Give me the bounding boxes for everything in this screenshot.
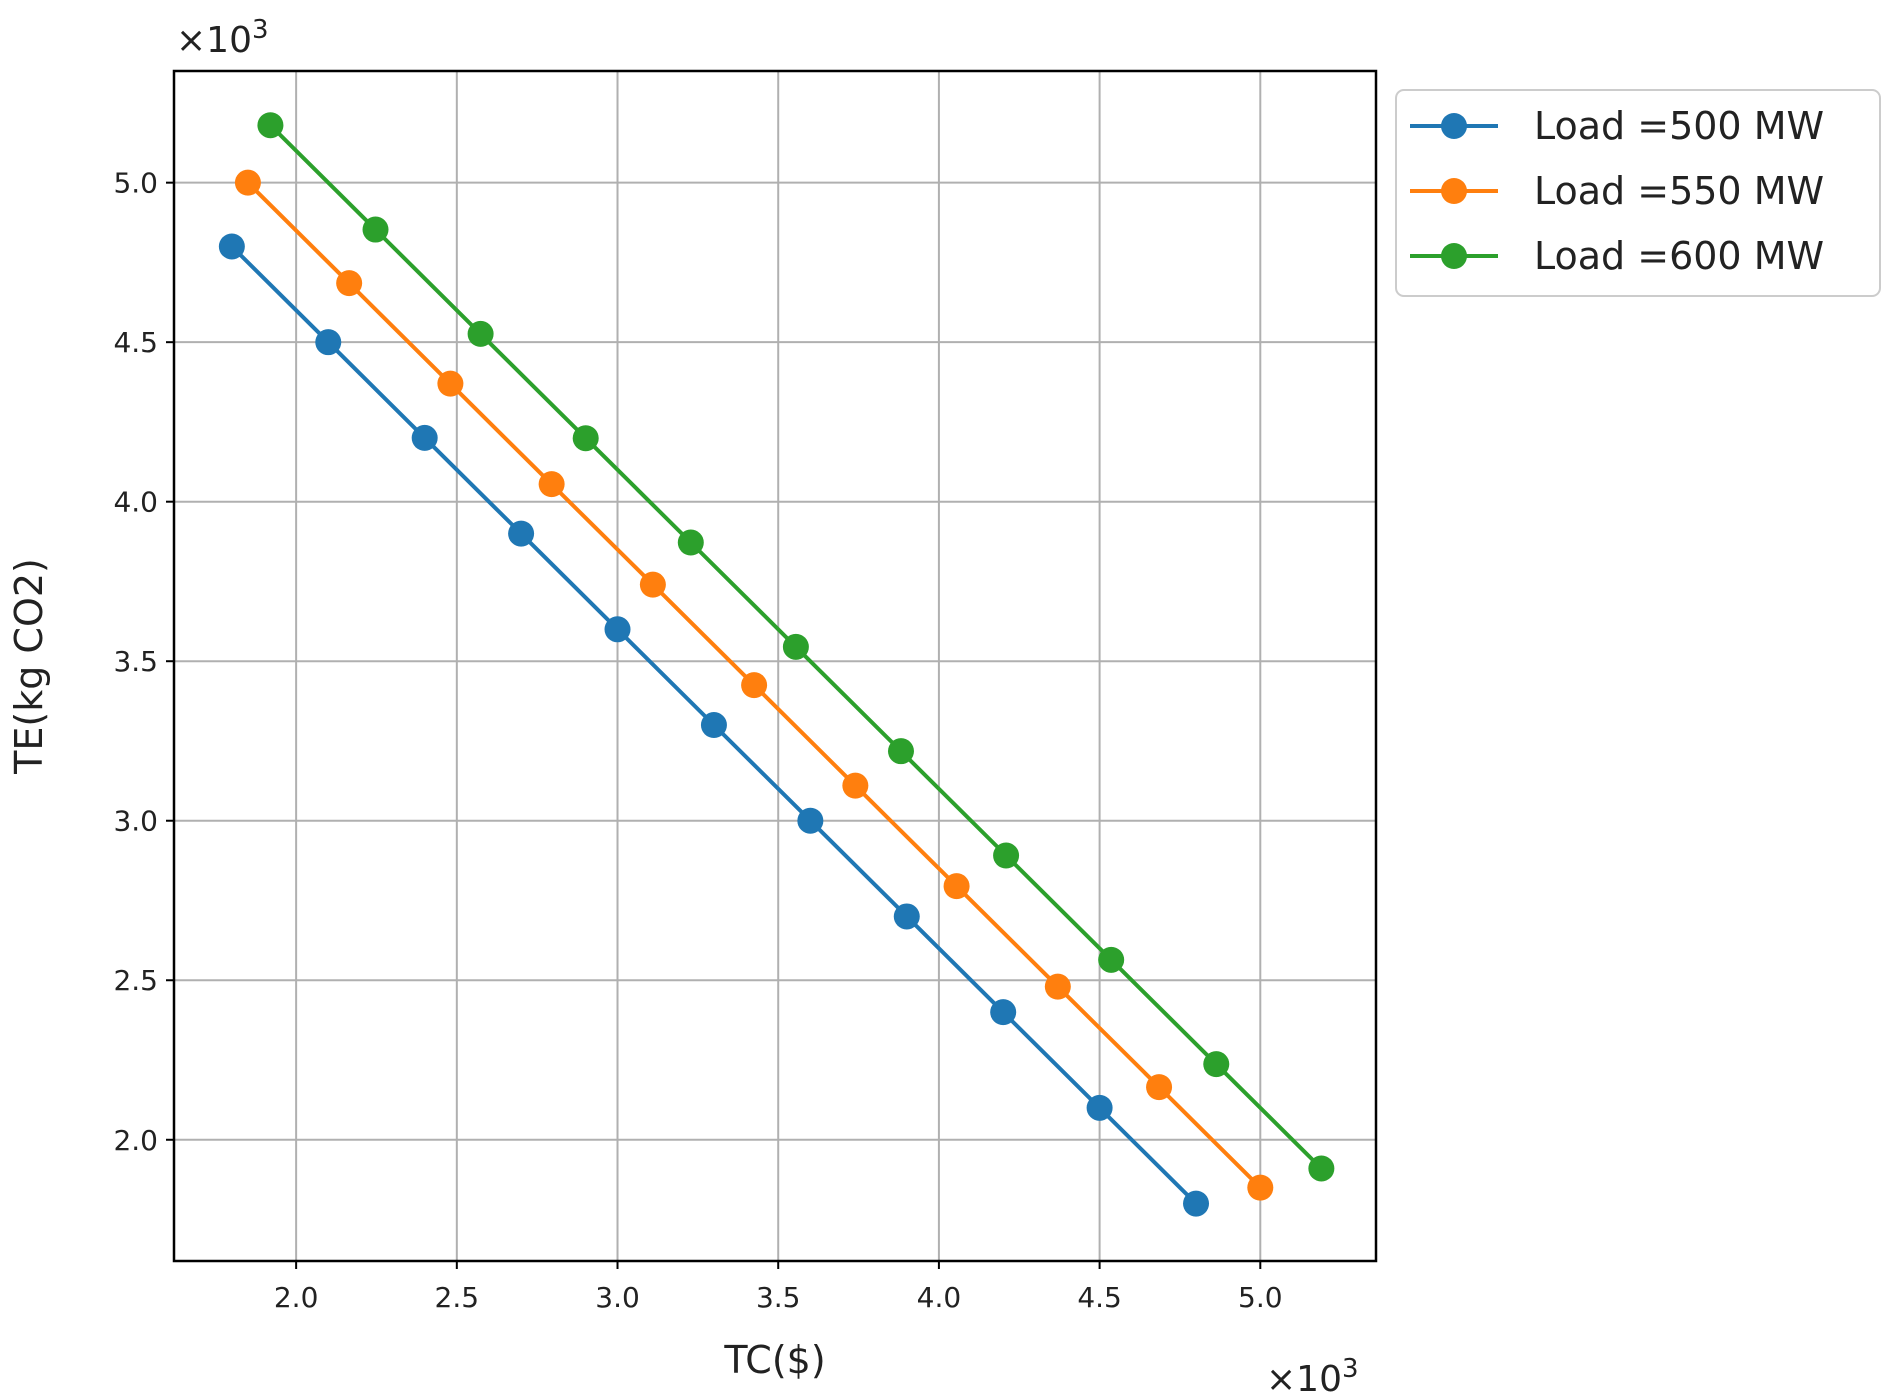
x-axis-label: TC($): [723, 1338, 825, 1382]
data-point: [1098, 946, 1125, 973]
y-axis-multiplier: ×103: [176, 15, 269, 61]
x-tick-label: 3.5: [756, 1281, 801, 1314]
y-tick-label: 3.5: [113, 645, 158, 678]
data-point: [993, 842, 1020, 869]
y-tick-label: 2.0: [113, 1124, 158, 1157]
data-point: [677, 529, 704, 556]
series-group: [218, 112, 1335, 1217]
x-tick-label: 4.5: [1077, 1281, 1122, 1314]
legend-item: Load =600 MW: [1410, 234, 1824, 278]
legend-label: Load =500 MW: [1534, 104, 1824, 148]
legend-label: Load =550 MW: [1534, 169, 1824, 213]
data-point: [1308, 1155, 1335, 1182]
x-tick-label: 2.0: [274, 1281, 319, 1314]
data-point: [842, 772, 869, 799]
data-point: [411, 424, 438, 451]
data-point: [797, 807, 824, 834]
data-point: [782, 633, 809, 660]
y-axis-label: TE(kg CO2): [7, 558, 51, 775]
x-axis-multiplier-exponent: 3: [1342, 1354, 1359, 1384]
legend-item: Load =500 MW: [1410, 104, 1824, 148]
data-point: [362, 216, 389, 243]
data-point: [538, 471, 565, 498]
x-tick-label: 5.0: [1238, 1281, 1283, 1314]
legend-box: [1395, 89, 1881, 297]
legend-marker: [1441, 243, 1467, 269]
data-point: [1203, 1051, 1230, 1078]
data-point: [700, 712, 727, 739]
data-point: [467, 320, 494, 347]
data-point: [893, 903, 920, 930]
series-1: [218, 233, 1210, 1217]
x-tick-label: 4.0: [917, 1281, 962, 1314]
y-tick-label: 4.5: [113, 326, 158, 359]
data-point: [336, 270, 363, 297]
x-axis-multiplier: ×103: [1266, 1354, 1359, 1395]
data-point: [508, 520, 535, 547]
y-axis-multiplier-exponent: 3: [252, 15, 269, 45]
x-tick-label: 3.0: [595, 1281, 640, 1314]
legend-marker: [1441, 178, 1467, 204]
series-3: [257, 112, 1335, 1182]
legend-marker: [1441, 113, 1467, 139]
data-point: [1247, 1174, 1274, 1201]
data-point: [1086, 1094, 1113, 1121]
plot-area-frame: [172, 69, 1378, 1263]
y-tick-label: 3.0: [113, 805, 158, 838]
data-point: [315, 329, 342, 356]
y-tick-label: 4.0: [113, 486, 158, 519]
data-point: [572, 425, 599, 452]
series-2: [234, 169, 1274, 1201]
data-point: [1044, 973, 1071, 1000]
data-point: [1146, 1074, 1173, 1101]
data-point: [234, 169, 261, 196]
data-point: [604, 616, 631, 643]
y-axis-multiplier-base: ×10: [176, 20, 252, 61]
data-point: [639, 571, 666, 598]
data-point: [257, 112, 284, 139]
data-point: [887, 738, 914, 765]
grid: [174, 71, 1376, 1261]
data-point: [943, 873, 970, 900]
legend: Load =500 MW Load =550 MW Load =600 MW: [1395, 89, 1881, 297]
y-tick-label: 5.0: [113, 167, 158, 200]
ticks: 2.0 2.5 3.0 3.5 4.0 4.5 5.0 2.0 2.5 3.0 3.5 4.0 4.5 5…: [113, 167, 1282, 1314]
data-point: [218, 233, 245, 260]
data-point: [437, 370, 464, 397]
data-point: [1183, 1190, 1210, 1217]
data-point: [741, 672, 768, 699]
legend-item: Load =550 MW: [1410, 169, 1824, 213]
legend-label: Load =600 MW: [1534, 234, 1824, 278]
data-point: [990, 999, 1017, 1026]
x-axis-multiplier-base: ×10: [1266, 1359, 1342, 1395]
x-tick-label: 2.5: [435, 1281, 480, 1314]
y-tick-label: 2.5: [113, 964, 158, 997]
